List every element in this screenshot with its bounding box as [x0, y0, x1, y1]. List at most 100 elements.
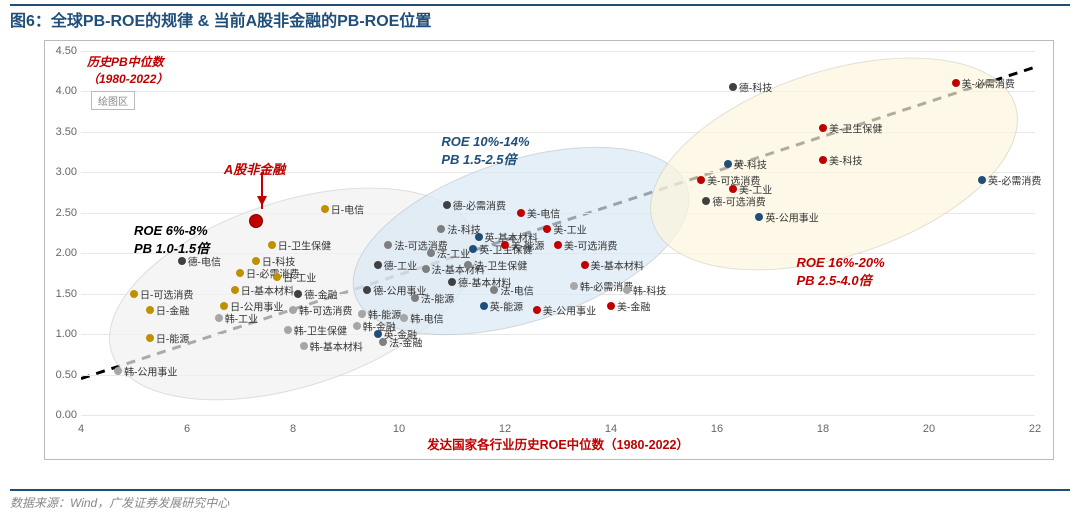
- point-label: 日-可选消费: [140, 286, 193, 301]
- scatter-point: [480, 302, 488, 310]
- gridline: [81, 51, 1035, 52]
- scatter-point: [114, 367, 122, 375]
- scatter-point: [437, 225, 445, 233]
- point-label: 日-科技: [262, 254, 295, 269]
- y-tick-label: 0.00: [45, 409, 77, 421]
- scatter-point: [400, 314, 408, 322]
- point-label: 法-卫生保健: [474, 258, 527, 273]
- point-label: 英-公用事业: [765, 209, 818, 224]
- y-tick-label: 4.50: [45, 45, 77, 57]
- scatter-point: [411, 294, 419, 302]
- point-label: 美-公用事业: [543, 302, 596, 317]
- title-bar: 图6：全球PB-ROE的规律 & 当前A股非金融的PB-ROE位置: [10, 4, 1070, 30]
- scatter-point: [533, 306, 541, 314]
- point-label: 英-必需消费: [988, 173, 1041, 188]
- point-label: 英-能源: [490, 298, 523, 313]
- point-label: 美-能源: [511, 238, 544, 253]
- cluster-label: ROE 6%-8%PB 1.0-1.5倍: [134, 223, 209, 257]
- point-label: 德-必需消费: [453, 197, 506, 212]
- source-text: 数据来源：Wind，广发证券发展研究中心: [10, 496, 229, 510]
- scatter-point: [729, 185, 737, 193]
- scatter-point: [353, 322, 361, 330]
- scatter-point: [422, 265, 430, 273]
- point-label: 韩-科技: [633, 282, 666, 297]
- scatter-point: [517, 209, 525, 217]
- point-label: 法-工业: [437, 246, 470, 261]
- scatter-point: [729, 83, 737, 91]
- point-label: 法-金融: [389, 335, 422, 350]
- point-label: 日-电信: [331, 201, 364, 216]
- y-tick-label: 2.00: [45, 247, 77, 259]
- point-label: 美-基本材料: [591, 258, 644, 273]
- point-label: 韩-基本材料: [310, 339, 363, 354]
- scatter-point: [543, 225, 551, 233]
- y-tick-label: 4.00: [45, 85, 77, 97]
- point-label: 日-卫生保健: [278, 238, 331, 253]
- scatter-point: [374, 330, 382, 338]
- scatter-point: [475, 233, 483, 241]
- scatter-point: [490, 286, 498, 294]
- point-label: 韩-电信: [410, 310, 443, 325]
- scatter-point: [146, 334, 154, 342]
- point-label: 日-能源: [156, 331, 189, 346]
- scatter-point: [697, 176, 705, 184]
- scatter-point: [443, 201, 451, 209]
- point-label: 德-科技: [739, 80, 772, 95]
- figure-title: 图6：全球PB-ROE的规律 & 当前A股非金融的PB-ROE位置: [10, 5, 431, 31]
- highlight-arrow: [261, 172, 263, 208]
- y-axis-label-block: 历史PB中位数（1980-2022）: [87, 53, 168, 87]
- scatter-point: [300, 342, 308, 350]
- scatter-point: [215, 314, 223, 322]
- scatter-point: [952, 79, 960, 87]
- plot-region: 0.000.501.001.502.002.503.003.504.004.50…: [81, 51, 1035, 415]
- scatter-point: [570, 282, 578, 290]
- scatter-point: [146, 306, 154, 314]
- scatter-point: [363, 286, 371, 294]
- scatter-point: [702, 197, 710, 205]
- scatter-point: [978, 176, 986, 184]
- scatter-point: [448, 278, 456, 286]
- point-label: 美-可选消费: [564, 238, 617, 253]
- highlight-label: A股非金融: [224, 159, 285, 178]
- scatter-point: [130, 290, 138, 298]
- scatter-point: [554, 241, 562, 249]
- point-label: 美-卫生保健: [829, 120, 882, 135]
- point-label: 法-能源: [421, 290, 454, 305]
- point-label: 英-科技: [734, 157, 767, 172]
- point-label: 美-电信: [527, 205, 560, 220]
- scatter-point: [294, 290, 302, 298]
- point-label: 德-公用事业: [373, 282, 426, 297]
- scatter-point: [273, 273, 281, 281]
- point-label: 德-金融: [304, 286, 337, 301]
- scatter-point: [358, 310, 366, 318]
- point-label: 法-电信: [500, 282, 533, 297]
- y-tick-label: 2.50: [45, 207, 77, 219]
- legend-placeholder: 绘图区: [91, 91, 135, 110]
- scatter-point: [284, 326, 292, 334]
- scatter-point: [623, 286, 631, 294]
- scatter-point: [501, 241, 509, 249]
- scatter-point: [236, 269, 244, 277]
- y-tick-label: 1.00: [45, 328, 77, 340]
- scatter-point: [607, 302, 615, 310]
- point-label: 韩-能源: [368, 306, 401, 321]
- highlight-point: [249, 214, 263, 228]
- scatter-point: [178, 257, 186, 265]
- point-label: 日-公用事业: [230, 298, 283, 313]
- scatter-point: [289, 306, 297, 314]
- scatter-point: [464, 261, 472, 269]
- point-label: 美-工业: [553, 221, 586, 236]
- scatter-point: [384, 241, 392, 249]
- scatter-point: [581, 261, 589, 269]
- source-line: 数据来源：Wind，广发证券发展研究中心: [10, 489, 1070, 511]
- y-tick-label: 3.00: [45, 166, 77, 178]
- point-label: 韩-卫生保健: [294, 323, 347, 338]
- scatter-point: [268, 241, 276, 249]
- scatter-point: [819, 156, 827, 164]
- scatter-point: [220, 302, 228, 310]
- scatter-point: [427, 249, 435, 257]
- chart-area: 0.000.501.001.502.002.503.003.504.004.50…: [44, 40, 1054, 460]
- y-tick-label: 1.50: [45, 288, 77, 300]
- point-label: 美-科技: [829, 153, 862, 168]
- point-label: 美-必需消费: [962, 76, 1015, 91]
